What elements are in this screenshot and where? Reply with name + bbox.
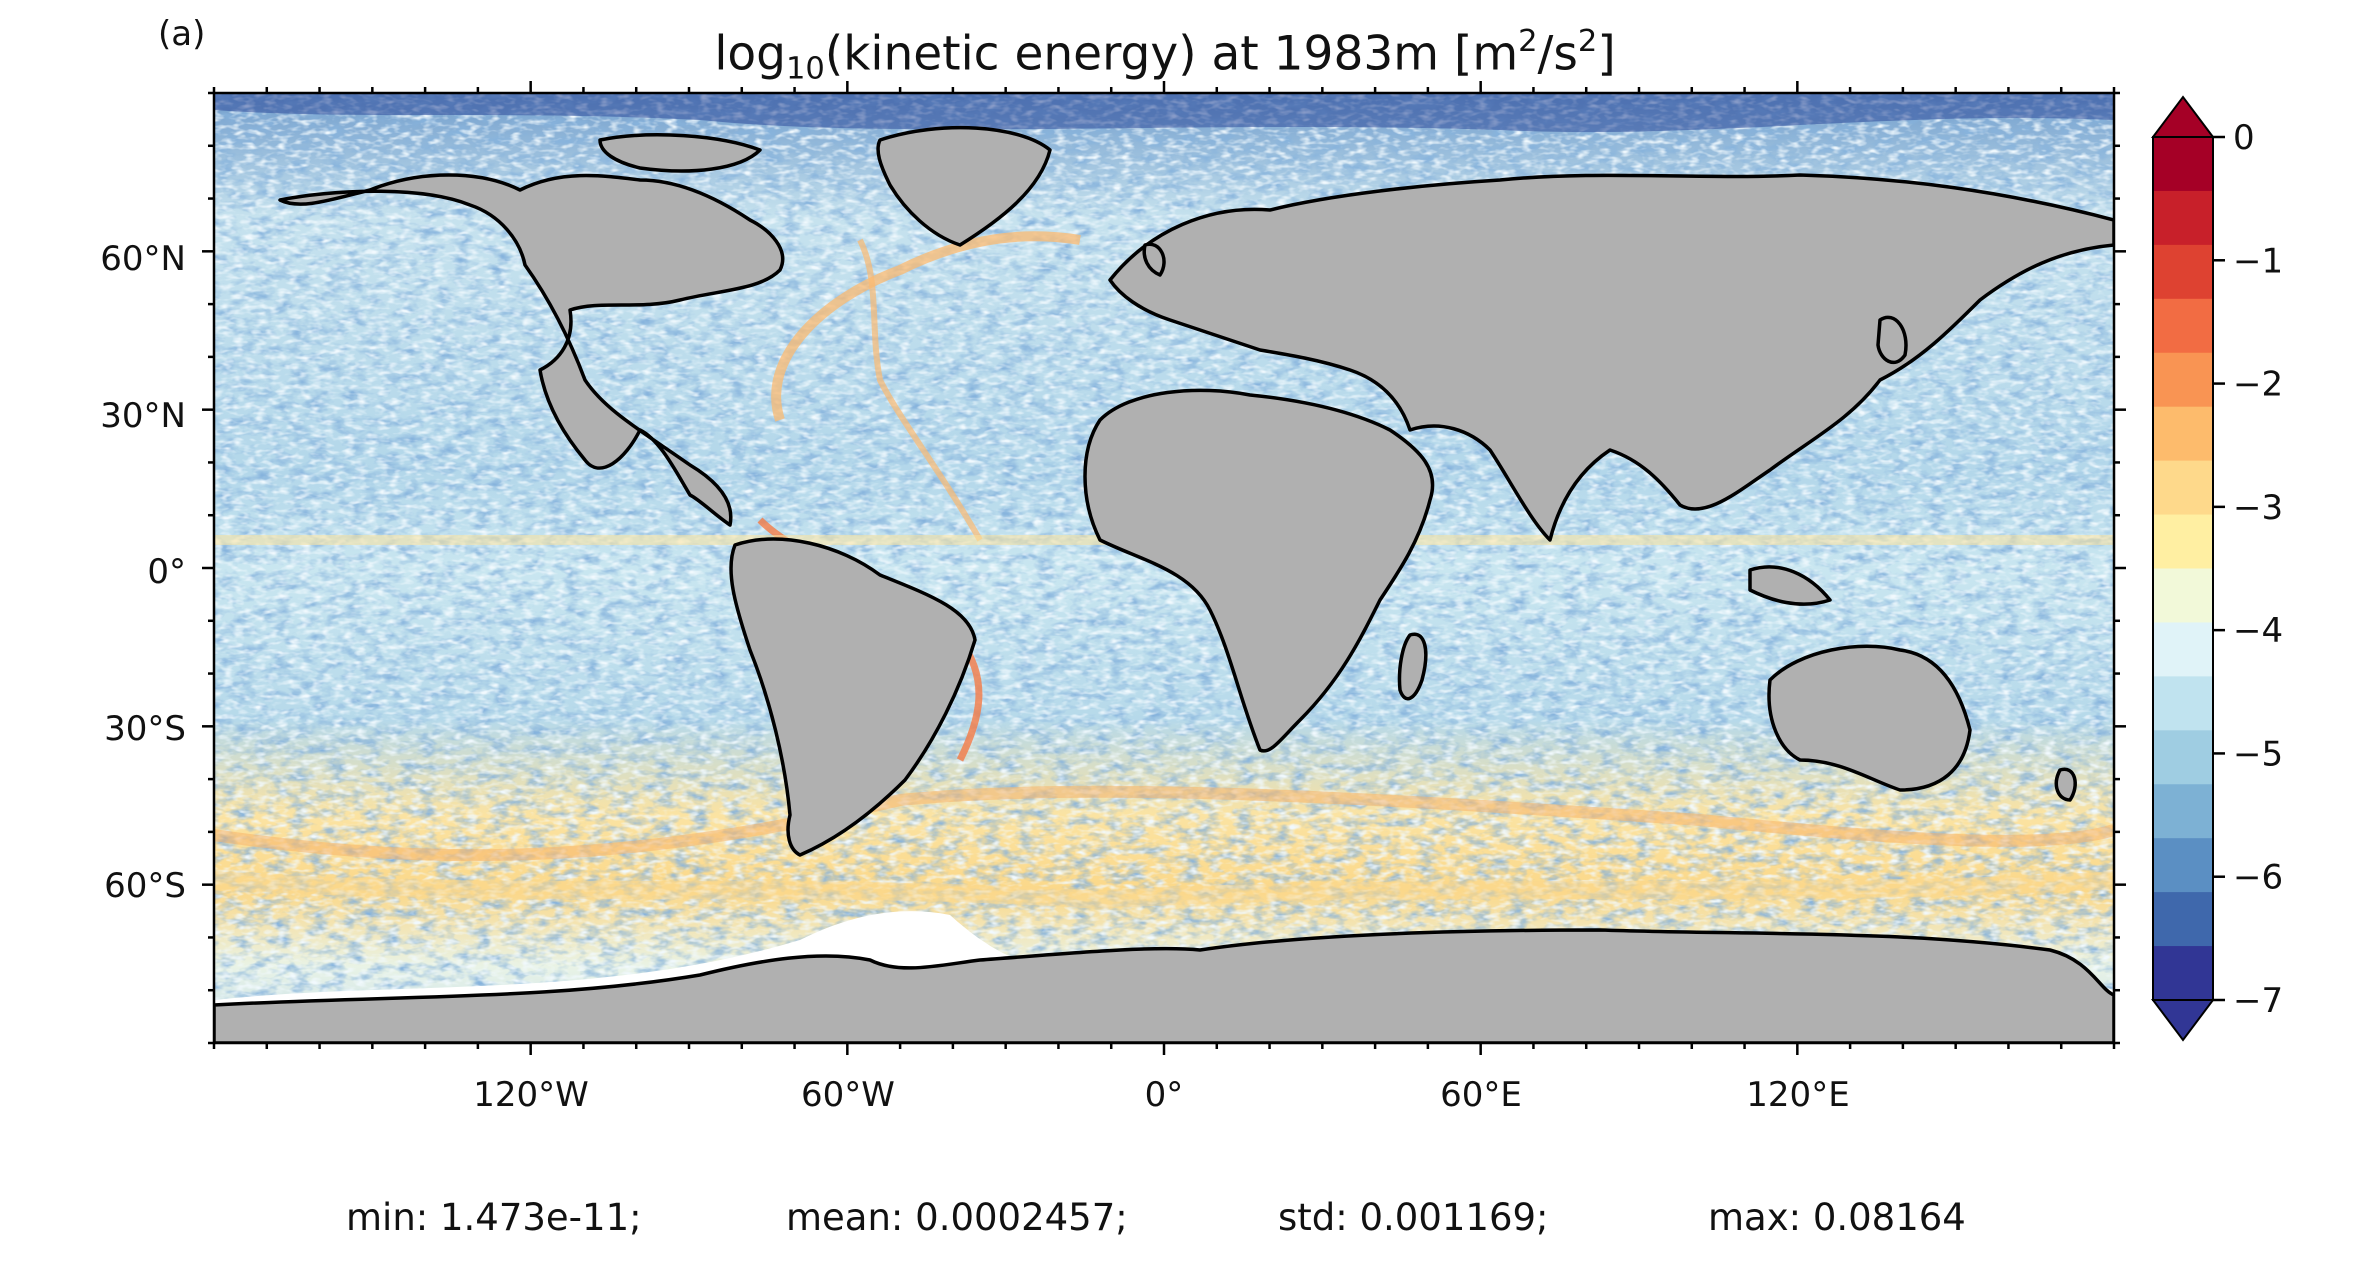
- colorbar-level: [2153, 568, 2213, 623]
- colorbar: [2151, 95, 2225, 1042]
- stat-mean: mean: 0.0002457;: [786, 1196, 1128, 1239]
- north-america: [278, 173, 785, 527]
- australia: [1767, 644, 1972, 792]
- new-zealand: [2054, 767, 2077, 802]
- colorbar-level: [2153, 406, 2213, 462]
- west-boundary-band: [857, 238, 983, 542]
- colorbar-level: [2153, 137, 2213, 192]
- lon-label-60e: 60°E: [1440, 1075, 1522, 1115]
- colorbar-level: [2153, 946, 2213, 1001]
- colorbar-extend-min: [2151, 999, 2215, 1042]
- southern-ocean-band-2: [214, 871, 2114, 910]
- landmasses: [214, 125, 2114, 1043]
- southern-ocean-band: [214, 785, 2114, 862]
- colorbar-level: [2153, 190, 2213, 246]
- uk: [1142, 242, 1166, 277]
- axis-ticks: [202, 81, 2126, 1055]
- lat-label-60n: 60°N: [100, 239, 186, 279]
- colorbar-tick-label: 0: [2233, 118, 2255, 158]
- japan: [1876, 315, 1908, 365]
- colorbar-level: [2153, 514, 2213, 569]
- colorbar-tick-label: −3: [2233, 488, 2283, 528]
- colorbar-level: [2153, 676, 2213, 731]
- lon-label-0: 0°: [1145, 1075, 1184, 1115]
- madagascar: [1397, 632, 1428, 701]
- africa: [1083, 388, 1435, 753]
- colorbar-level: [2153, 298, 2213, 354]
- colorbar-labels: 0 −1 −2 −3 −4 −5 −6 −7: [2233, 118, 2283, 1021]
- colorbar-level: [2153, 838, 2213, 893]
- stat-min: min: 1.473e-11;: [346, 1196, 642, 1239]
- colorbar-tick-label: −7: [2233, 981, 2283, 1021]
- map-area: [214, 93, 2114, 1043]
- indonesia: [1748, 565, 1832, 606]
- lon-label-120w: 120°W: [473, 1075, 589, 1115]
- map-title: log10(kinetic energy) at 1983m [m2/s2]: [714, 24, 1616, 87]
- greenland: [876, 125, 1052, 247]
- gulf-stream-band: [771, 231, 1081, 422]
- south-america: [729, 537, 977, 857]
- stat-std: std: 0.001169;: [1278, 1196, 1549, 1239]
- colorbar-level: [2153, 784, 2213, 839]
- colorbar-level: [2153, 730, 2213, 785]
- colorbar-level: [2153, 352, 2213, 408]
- lon-labels: 120°W 60°W 0° 60°E 120°E: [473, 1075, 1849, 1115]
- eurasia: [1108, 173, 2114, 542]
- lat-labels: 60°N 30°N 0° 30°S 60°S: [100, 239, 186, 906]
- colorbar-level: [2153, 244, 2213, 300]
- lon-label-120e: 120°E: [1746, 1075, 1849, 1115]
- colorbar-level: [2153, 622, 2213, 677]
- colorbar-extend-max: [2151, 95, 2215, 138]
- stat-max: max: 0.08164: [1708, 1196, 1966, 1239]
- lon-label-60w: 60°W: [801, 1075, 895, 1115]
- colorbar-frame: [2152, 136, 2214, 1001]
- arctic-missing: [214, 93, 2114, 133]
- colorbar-level: [2153, 460, 2213, 516]
- antarctica: [214, 928, 2114, 1043]
- colorbar-level: [2153, 892, 2213, 947]
- lat-label-30s: 30°S: [104, 709, 186, 749]
- stats-footer: min: 1.473e-11; mean: 0.0002457; std: 0.…: [0, 1196, 2362, 1246]
- panel-label: (a): [158, 14, 206, 54]
- lat-label-60s: 60°S: [104, 866, 186, 906]
- lat-label-eq: 0°: [147, 552, 186, 592]
- colorbar-tick-label: −6: [2233, 858, 2283, 898]
- colorbar-tick-label: −4: [2233, 611, 2283, 651]
- canadian-archipelago: [598, 133, 762, 173]
- colorbar-tick-label: −2: [2233, 365, 2283, 405]
- colorbar-tick-label: −5: [2233, 734, 2283, 774]
- colorbar-tick-label: −1: [2233, 241, 2283, 281]
- lat-label-30n: 30°N: [100, 396, 186, 436]
